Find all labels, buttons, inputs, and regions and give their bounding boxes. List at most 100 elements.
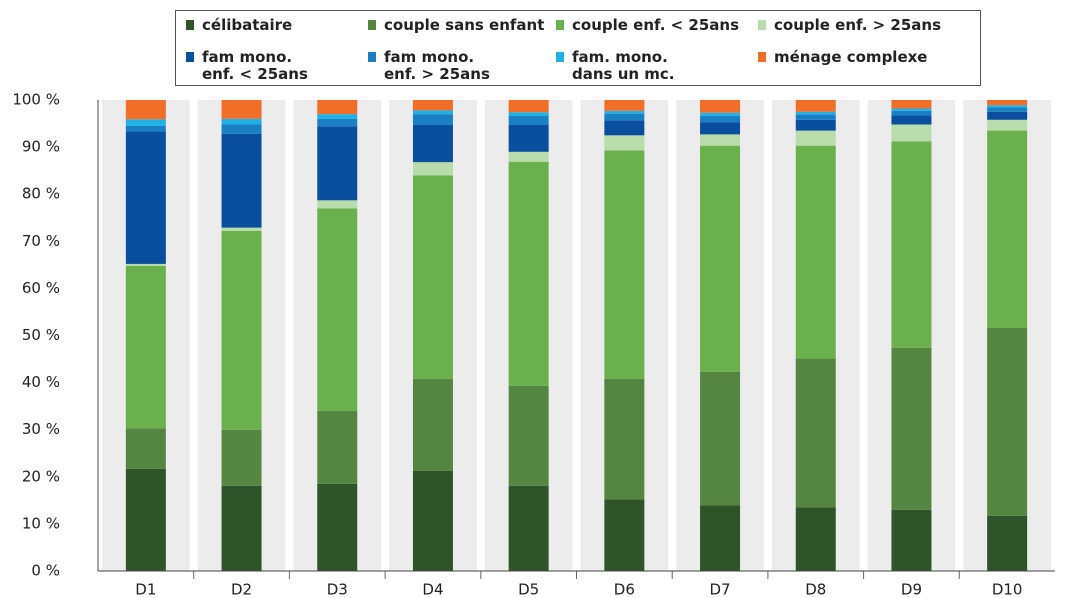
legend-swatch [186, 20, 194, 30]
y-tick-label: 50 % [22, 326, 60, 344]
bar-segment [221, 429, 262, 486]
x-tick-label: D7 [710, 581, 731, 598]
legend-label: fam. mono. dans un mc. [572, 48, 675, 83]
bar-segment [125, 428, 166, 469]
y-tick-label: 30 % [22, 420, 60, 438]
bar-segment [508, 151, 549, 162]
bar-segment [221, 227, 262, 231]
bar-segment [987, 130, 1028, 328]
bar-segment [508, 100, 549, 113]
bar-segment [700, 145, 741, 372]
y-tick-label: 70 % [22, 232, 60, 250]
y-tick-label: 0 % [31, 562, 60, 580]
bar-segment [891, 115, 932, 125]
bar-segment [317, 208, 358, 411]
bar-segment [508, 485, 549, 571]
bar-segment [221, 485, 262, 571]
bar-segment [412, 175, 453, 379]
bar-segment [317, 100, 358, 115]
legend-label: fam mono. enf. < 25ans [202, 48, 308, 83]
bar-segment [795, 114, 836, 120]
bar-segment [317, 126, 358, 201]
x-tick-label: D1 [135, 581, 156, 598]
bar-segment [604, 150, 645, 379]
bar-segment [412, 162, 453, 176]
bar-segment [604, 113, 645, 121]
bar-segment [604, 120, 645, 136]
bar-segment [795, 358, 836, 508]
y-tick-label: 80 % [22, 185, 60, 203]
bar-segment [412, 114, 453, 125]
bar-segment [221, 100, 262, 119]
legend-swatch [556, 20, 564, 30]
y-tick-label: 100 % [12, 91, 60, 109]
bar-segment [891, 110, 932, 116]
bar-segment [317, 410, 358, 484]
bar-segment [604, 499, 645, 571]
y-tick-label: 60 % [22, 279, 60, 297]
bar-segment [221, 133, 262, 228]
bar-segment [604, 135, 645, 151]
bar-segment [891, 108, 932, 111]
legend-item: ménage complexe [758, 49, 927, 66]
bar-segment [604, 100, 645, 111]
bar-segment [125, 125, 166, 132]
bar-segment [125, 131, 166, 264]
legend-item: couple sans enfant [368, 17, 544, 34]
legend-label: couple enf. > 25ans [774, 16, 942, 34]
legend-label: célibataire [202, 16, 293, 34]
y-tick-label: 10 % [22, 514, 60, 532]
legend-item: fam mono. enf. > 25ans [368, 49, 490, 83]
bar-segment [125, 263, 166, 266]
bar-segment [412, 110, 453, 115]
bar-segment [508, 161, 549, 386]
bar-segment [125, 100, 166, 120]
bar-segment [795, 100, 836, 112]
bar-segment [987, 100, 1028, 106]
bar-segment [317, 118, 358, 127]
bar-segment [987, 111, 1028, 120]
bar-segment [795, 145, 836, 359]
bar-segment [317, 114, 358, 119]
y-tick-label: 90 % [22, 138, 60, 156]
bar-segment [987, 119, 1028, 131]
bar-segment [412, 470, 453, 571]
bar-segment [125, 468, 166, 571]
bar-segment [891, 347, 932, 510]
bar-segment [221, 230, 262, 430]
bar-segment [700, 505, 741, 571]
bar-segment [700, 100, 741, 113]
legend-item: fam. mono. dans un mc. [556, 49, 675, 83]
legend-swatch [368, 52, 376, 62]
bar-segment [412, 100, 453, 111]
bar-segment [891, 124, 932, 142]
x-tick-label: D8 [805, 581, 826, 598]
bar-segment [987, 515, 1028, 571]
bar-segment [795, 119, 836, 131]
bar-segment [125, 265, 166, 429]
bar-segment [604, 110, 645, 114]
legend-item: couple enf. < 25ans [556, 17, 739, 34]
x-tick-label: D5 [518, 581, 539, 598]
bar-segment [795, 111, 836, 115]
legend-item: fam mono. enf. < 25ans [186, 49, 308, 83]
bar-segment [508, 385, 549, 486]
x-tick-label: D9 [901, 581, 922, 598]
legend-item: célibataire [186, 17, 292, 34]
bar-segment [700, 134, 741, 146]
bar-segment [317, 483, 358, 571]
y-tick-label: 40 % [22, 373, 60, 391]
bar-segment [604, 378, 645, 500]
x-tick-label: D4 [422, 581, 443, 598]
legend-label: fam mono. enf. > 25ans [384, 48, 490, 83]
bar-segment [700, 371, 741, 506]
bar-segment [412, 378, 453, 471]
legend-swatch [556, 52, 564, 62]
bar-segment [987, 107, 1028, 112]
legend-swatch [758, 52, 766, 62]
bar-segment [125, 119, 166, 126]
legend-swatch [758, 20, 766, 30]
x-tick-label: D10 [992, 581, 1023, 598]
